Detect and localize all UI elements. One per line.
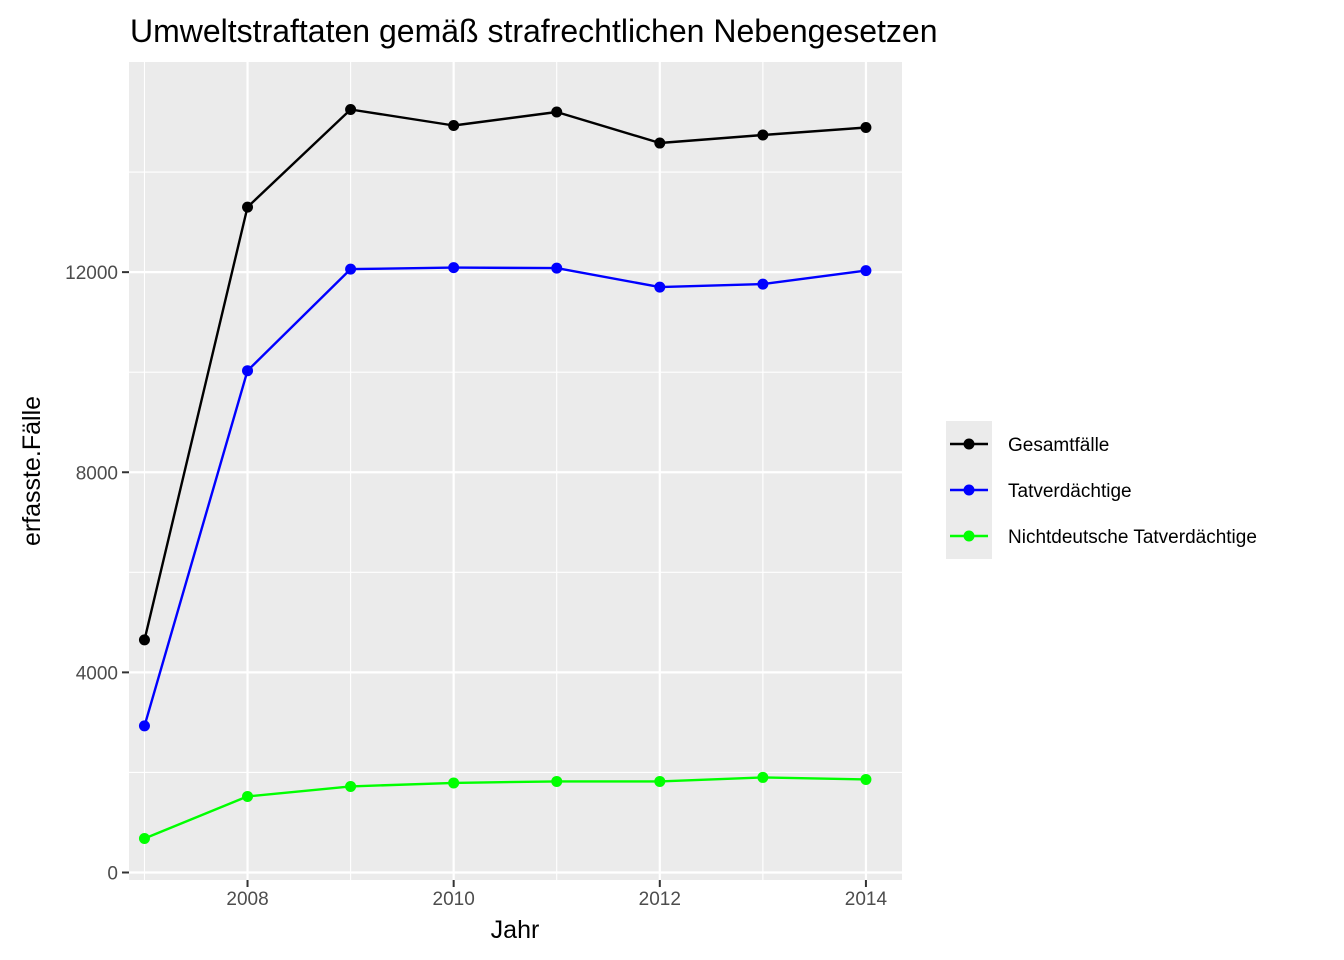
data-point	[448, 777, 460, 789]
data-point	[551, 262, 563, 274]
series-line	[143, 266, 867, 727]
data-point	[860, 122, 872, 134]
data-point	[757, 129, 769, 141]
x-tick-label: 2012	[639, 889, 681, 910]
axes: 0 4000 8000 12000 2008 2010 2012 2014	[65, 263, 887, 910]
series-gesamtfaelle	[138, 104, 872, 646]
plot-panel	[129, 62, 902, 880]
data-point	[654, 775, 666, 787]
legend-key-point	[963, 530, 975, 542]
data-point	[551, 775, 563, 787]
y-tick-label: 0	[107, 863, 118, 884]
data-point	[138, 832, 150, 844]
x-tick-label: 2010	[433, 889, 475, 910]
series-line	[144, 776, 866, 840]
grid-lines	[129, 62, 902, 880]
series-tatverdaechtige	[138, 262, 872, 732]
data-point	[757, 771, 769, 783]
x-tick-label: 2014	[845, 889, 888, 910]
data-point	[448, 120, 460, 132]
x-axis-title: Jahr	[491, 916, 540, 944]
legend: Gesamtfälle Tatverdächtige Nichtdeutsche T…	[946, 421, 1257, 559]
data-point	[345, 780, 357, 792]
legend-key-point	[963, 484, 975, 496]
y-axis-title: erfasste.Fälle	[18, 396, 46, 546]
y-tick-label: 4000	[76, 663, 118, 684]
data-point	[242, 790, 254, 802]
legend-label: Nichtdeutsche Tatverdächtige	[1008, 527, 1257, 548]
chart-title: Umweltstraftaten gemäß strafrechtlichen …	[130, 13, 938, 49]
x-tick-label: 2008	[226, 889, 268, 910]
series-nichtdeutsche-tatverdaechtige	[138, 771, 872, 844]
data-point	[242, 201, 254, 213]
legend-label: Tatverdächtige	[1008, 481, 1132, 502]
series-layer	[138, 104, 872, 844]
legend-key-point	[963, 438, 975, 450]
data-point	[138, 634, 150, 646]
data-point	[654, 281, 666, 293]
data-point	[860, 773, 872, 785]
data-point	[654, 137, 666, 149]
data-point	[448, 262, 460, 274]
y-tick-label: 8000	[76, 463, 118, 484]
legend-label: Gesamtfälle	[1008, 435, 1109, 456]
data-point	[242, 365, 254, 377]
data-point	[345, 104, 357, 116]
data-point	[138, 720, 150, 732]
data-point	[345, 263, 357, 275]
data-point	[860, 265, 872, 277]
data-point	[551, 106, 563, 118]
data-point	[757, 278, 769, 290]
series-line	[143, 108, 866, 641]
y-tick-label: 12000	[65, 263, 118, 284]
